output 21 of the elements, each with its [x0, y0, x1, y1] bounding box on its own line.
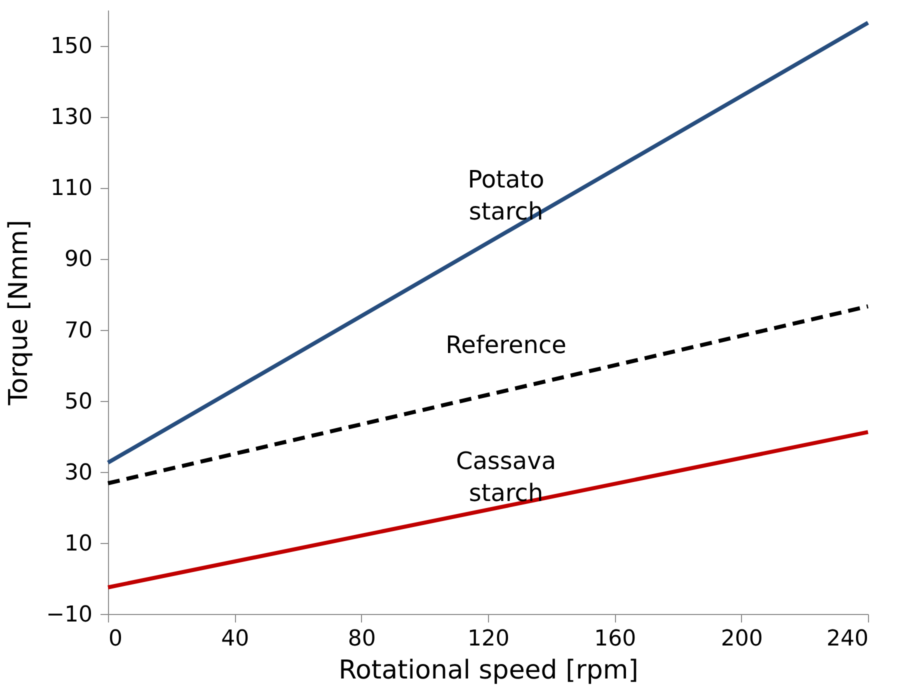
series-label: Potato starch	[468, 166, 544, 226]
x-tick-label: 200	[720, 626, 763, 652]
y-tick-label: 150	[50, 34, 92, 60]
x-tick-label: 120	[468, 626, 510, 652]
y-tick-label: 130	[50, 105, 92, 130]
y-axis-title: Torque [Nmm]	[4, 220, 34, 406]
x-tick-label: 0	[108, 626, 122, 652]
y-tick-label: 70	[64, 318, 92, 344]
series-label: Reference	[446, 330, 566, 359]
y-tick-label: 50	[64, 389, 92, 414]
x-axis-title: Rotational speed [rpm]	[338, 656, 638, 686]
y-tick-label: −10	[46, 602, 92, 628]
x-tick-label: 240	[826, 626, 868, 652]
x-tick-label: 160	[594, 626, 636, 652]
x-tick-label: 40	[221, 626, 250, 652]
y-tick-label: 10	[64, 531, 92, 556]
x-tick-label: 80	[348, 626, 376, 652]
series-label: Cassava starch	[456, 446, 556, 507]
y-tick-label: 30	[64, 460, 92, 486]
y-tick-label: 90	[64, 247, 92, 272]
y-tick-label: 110	[50, 176, 92, 202]
